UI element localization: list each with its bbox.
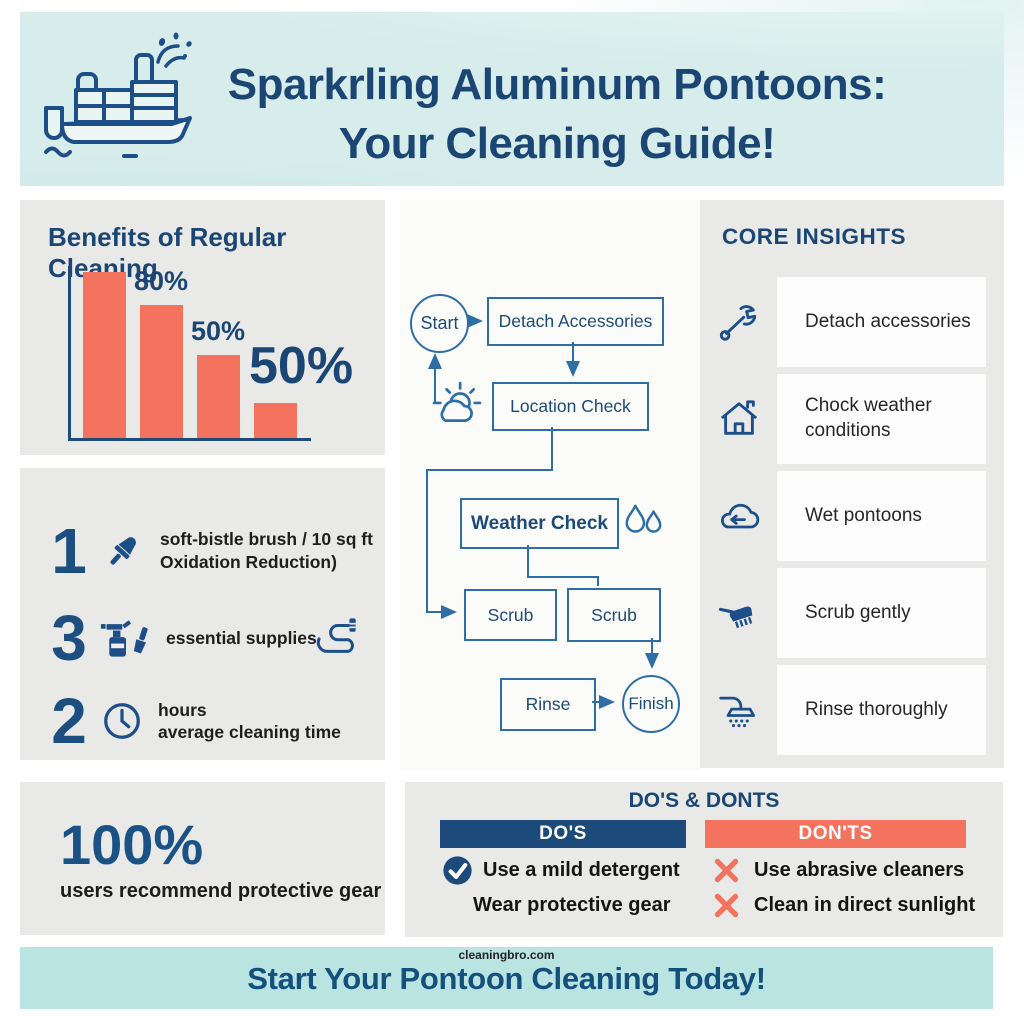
flow-node-finish: Finish bbox=[622, 675, 680, 733]
donts-header: DON'TS bbox=[705, 820, 966, 848]
stat-text: hours average cleaning time bbox=[158, 699, 341, 744]
scrub-brush-icon bbox=[700, 589, 777, 637]
chart-callout-label: 50% bbox=[249, 337, 354, 395]
core-insights-title: CORE INSIGHTS bbox=[722, 224, 907, 249]
core-insights-panel: CORE INSIGHTS Detach accessories bbox=[700, 200, 1004, 768]
footer-band: cleaningbro.com Start Your Pontoon Clean… bbox=[20, 947, 993, 1009]
recommend-panel: 100% users recommend protective gear bbox=[20, 782, 385, 935]
stat-row-hours: 2 hours average cleaning time bbox=[46, 688, 377, 754]
donts-item-text: Clean in direct sunlight bbox=[754, 893, 976, 916]
core-card-label: Scrub gently bbox=[805, 601, 911, 623]
flowchart-connectors bbox=[426, 314, 659, 709]
wrench-icon bbox=[700, 299, 777, 345]
recommend-value: 100% bbox=[60, 813, 204, 876]
flow-node-detach: Detach Accessories bbox=[487, 297, 664, 346]
chart-bar bbox=[254, 403, 297, 438]
flow-node-start: Start bbox=[410, 294, 469, 353]
core-card: Scrub gently bbox=[777, 568, 986, 658]
house-icon bbox=[700, 396, 777, 442]
flow-node-scrub-right: Scrub bbox=[567, 588, 661, 642]
benefits-chart: 50% 80% 50% bbox=[68, 266, 353, 441]
stat-text-line1: essential supplies bbox=[166, 627, 317, 648]
core-card-label: Detach accessories bbox=[805, 310, 971, 332]
list-item: Wet pontoons bbox=[700, 471, 1004, 561]
dos-row: Use a mild detergent bbox=[442, 854, 680, 886]
page-title-line1: Sparkrling Aluminum Pontoons: bbox=[227, 60, 887, 109]
donts-row: Use abrasive cleaners bbox=[713, 854, 964, 886]
donts-row: Clean in direct sunlight bbox=[713, 889, 975, 921]
dos-row: Wear protective gear bbox=[473, 889, 671, 921]
cloud-arrow-icon bbox=[700, 496, 777, 536]
dos-donts-title: DO'S & DONTS bbox=[628, 789, 780, 812]
stat-text: soft-bistle brush / 10 sq ft Oxidation R… bbox=[160, 528, 373, 573]
clock-icon bbox=[100, 698, 144, 744]
chart-bar bbox=[140, 305, 183, 438]
hose-icon bbox=[311, 614, 361, 662]
header-band: Sparkrling Aluminum Pontoons: Your Clean… bbox=[20, 12, 1004, 186]
page-title-line2: Your Cleaning Guide! bbox=[338, 118, 776, 168]
footer-site-url: cleaningbro.com bbox=[458, 948, 555, 962]
flow-node-weather: Weather Check bbox=[460, 498, 619, 549]
stat-number: 3 bbox=[51, 602, 87, 674]
stats-panel: 1 soft-bistle brush / 10 sq ft Oxidation… bbox=[20, 468, 385, 760]
stat-text-line1: soft-bistle brush / 10 sq ft bbox=[160, 529, 373, 550]
core-card-label: Rinse thoroughly bbox=[805, 698, 948, 720]
flow-node-scrub-left: Scrub bbox=[464, 589, 557, 641]
droplets-icon bbox=[625, 504, 662, 533]
chart-bar-label: 50% bbox=[190, 316, 246, 346]
flow-node-location: Location Check bbox=[492, 382, 649, 431]
stat-text-line2: Oxidation Reduction) bbox=[160, 551, 337, 572]
core-card-label: Chock weather conditions bbox=[805, 395, 932, 441]
core-card: Rinse thoroughly bbox=[777, 665, 986, 755]
spray-bottle-icon bbox=[100, 614, 152, 662]
core-card: Detach accessories bbox=[777, 277, 986, 367]
pontoon-boat-icon bbox=[44, 32, 192, 158]
recommend-label: users recommend protective gear bbox=[60, 880, 382, 902]
stat-text-line1: hours bbox=[158, 699, 207, 720]
paintbrush-icon bbox=[100, 528, 146, 574]
core-card-label: Wet pontoons bbox=[805, 504, 922, 526]
stat-number: 1 bbox=[51, 514, 87, 587]
core-card: Chock weather conditions bbox=[777, 374, 986, 464]
donts-item-text: Use abrasive cleaners bbox=[754, 858, 965, 881]
x-icon bbox=[713, 857, 740, 884]
shower-icon bbox=[700, 686, 777, 734]
x-icon bbox=[713, 892, 740, 919]
list-item: Detach accessories bbox=[700, 277, 1004, 367]
list-item: Chock weather conditions bbox=[700, 374, 1004, 464]
stat-text-line2: average cleaning time bbox=[158, 722, 341, 742]
list-item: Scrub gently bbox=[700, 568, 1004, 658]
dos-item-text: Wear protective gear bbox=[473, 893, 671, 916]
chart-bar bbox=[83, 272, 126, 438]
chart-bar bbox=[197, 355, 240, 438]
stat-text: essential supplies bbox=[166, 627, 317, 649]
footer-cta: Start Your Pontoon Cleaning Today! bbox=[247, 961, 766, 996]
stat-row-brush: 1 soft-bistle brush / 10 sq ft Oxidation… bbox=[46, 513, 377, 588]
benefits-panel: Benefits of Regular Cleaning 50% 80% 50% bbox=[20, 200, 385, 455]
list-item: Rinse thoroughly bbox=[700, 665, 1004, 755]
dos-header: DO'S bbox=[440, 820, 686, 848]
chart-bar-label: 80% bbox=[133, 266, 189, 296]
core-card: Wet pontoons bbox=[777, 471, 986, 561]
check-circle-icon bbox=[442, 855, 473, 886]
flow-node-rinse: Rinse bbox=[500, 678, 596, 731]
core-insights-list: Detach accessories Chock weathe bbox=[700, 277, 1004, 762]
flowchart-panel: Start Detach Accessories Location Check … bbox=[400, 200, 700, 770]
stat-number: 2 bbox=[51, 685, 87, 757]
stat-row-supplies: 3 bbox=[46, 606, 377, 670]
dos-item-text: Use a mild detergent bbox=[483, 858, 680, 881]
sun-cloud-icon bbox=[432, 381, 482, 422]
page-title: Sparkrling Aluminum Pontoons: Your Clean… bbox=[180, 56, 934, 173]
dos-donts-panel: DO'S & DONTS DO'S DON'TS Use a mild dete… bbox=[405, 782, 1003, 937]
